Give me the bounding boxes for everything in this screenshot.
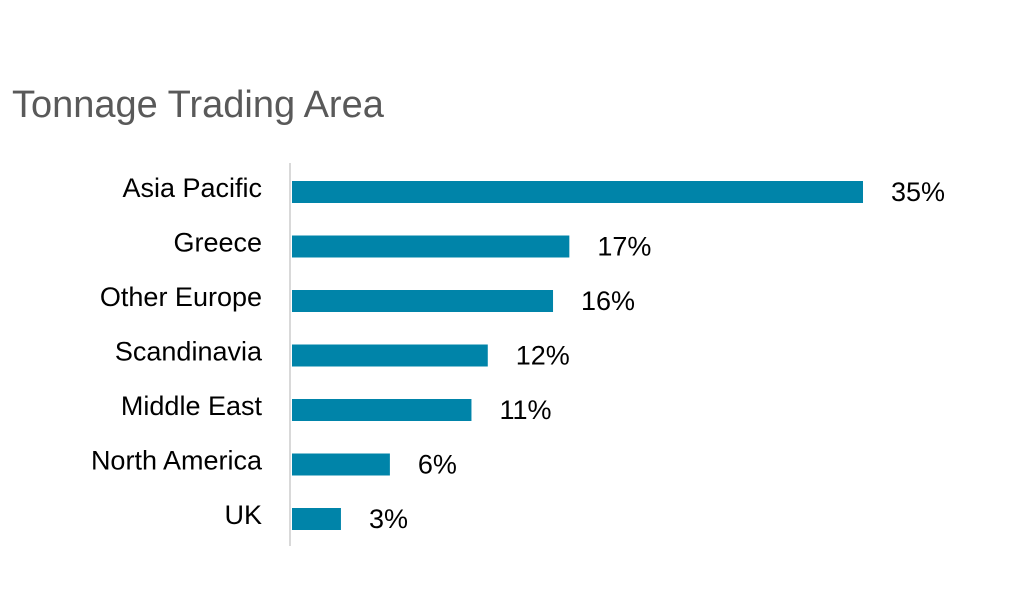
data-label: 12%	[516, 341, 570, 371]
chart-title: Tonnage Trading Area	[12, 84, 384, 126]
bar	[292, 290, 554, 312]
category-label: Other Europe	[100, 282, 262, 312]
category-label: Middle East	[121, 391, 263, 421]
chart-marks: Asia Pacific 35% Greece 17% Other Europe 16% S…	[91, 173, 945, 534]
data-label: 35%	[891, 177, 945, 207]
bar	[292, 508, 341, 530]
category-label: Greece	[173, 228, 262, 258]
bar	[292, 453, 390, 476]
category-label: North America	[91, 446, 263, 476]
data-label: 17%	[597, 232, 651, 262]
category-label: Asia Pacific	[122, 173, 262, 203]
category-label: Scandinavia	[115, 337, 263, 367]
bar	[292, 235, 570, 258]
bar	[292, 344, 488, 367]
category-label: UK	[224, 500, 262, 530]
data-label: 11%	[499, 395, 551, 425]
data-label: 16%	[581, 286, 635, 316]
bar	[292, 399, 472, 421]
data-label: 3%	[369, 504, 408, 534]
bar	[292, 181, 863, 203]
data-label: 6%	[418, 450, 457, 480]
